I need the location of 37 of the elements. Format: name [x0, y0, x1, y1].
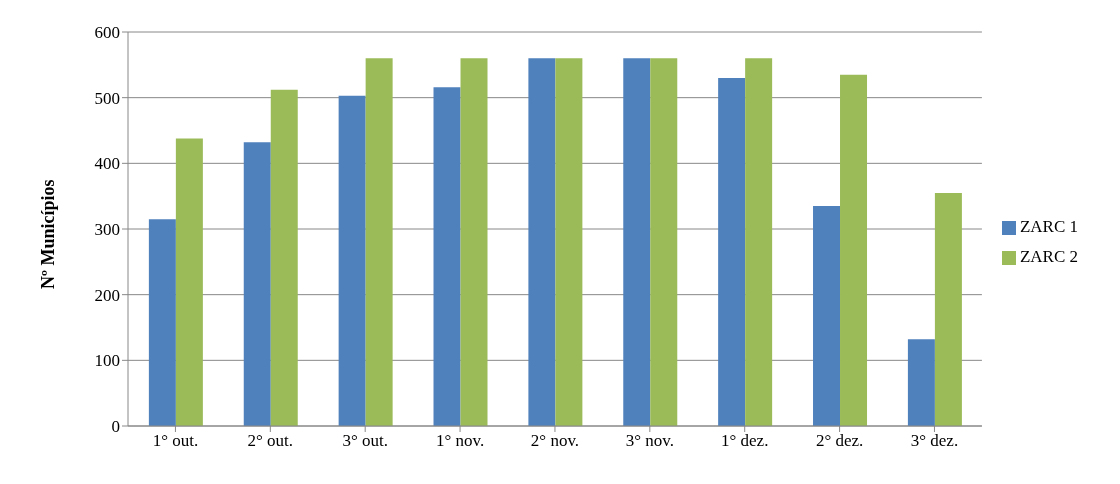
x-tick-label: 1° nov. [435, 431, 485, 451]
bar [907, 339, 935, 426]
x-tick-label: 3° dez. [910, 431, 959, 451]
bar [934, 192, 962, 426]
bar [365, 58, 393, 426]
bar [745, 58, 773, 426]
y-tick-label: 300 [94, 220, 120, 240]
x-tick-label: 1° out. [152, 431, 199, 451]
bar [528, 58, 556, 426]
bar [148, 219, 176, 426]
x-tick-label: 2° dez. [815, 431, 864, 451]
bar [840, 74, 868, 426]
x-tick-label: 1° dez. [721, 431, 769, 451]
bar [460, 58, 488, 426]
bar [555, 58, 583, 426]
bar [433, 87, 461, 426]
bar [813, 206, 841, 426]
bar [243, 142, 271, 426]
y-tick-label: 500 [94, 88, 120, 108]
bar [270, 89, 298, 426]
legend-label: ZARC 1 [1019, 217, 1078, 236]
bar [650, 58, 678, 426]
bar [718, 77, 746, 426]
y-tick-label: 100 [94, 351, 120, 371]
y-tick-label: 400 [94, 154, 120, 174]
x-tick-label: 2° out. [247, 431, 294, 451]
y-tick-label: 0 [111, 417, 120, 437]
y-tick-label: 600 [94, 23, 120, 43]
bar [338, 95, 366, 426]
bar [623, 58, 651, 426]
bar [175, 138, 203, 426]
y-tick-label: 200 [94, 285, 120, 305]
x-tick-label: 3° nov. [625, 431, 674, 451]
x-tick-label: 2° nov. [530, 431, 580, 451]
legend-label: ZARC 2 [1019, 247, 1078, 266]
y-axis-title: Nº Municípios [38, 179, 59, 289]
x-tick-label: 3° out. [342, 431, 388, 451]
